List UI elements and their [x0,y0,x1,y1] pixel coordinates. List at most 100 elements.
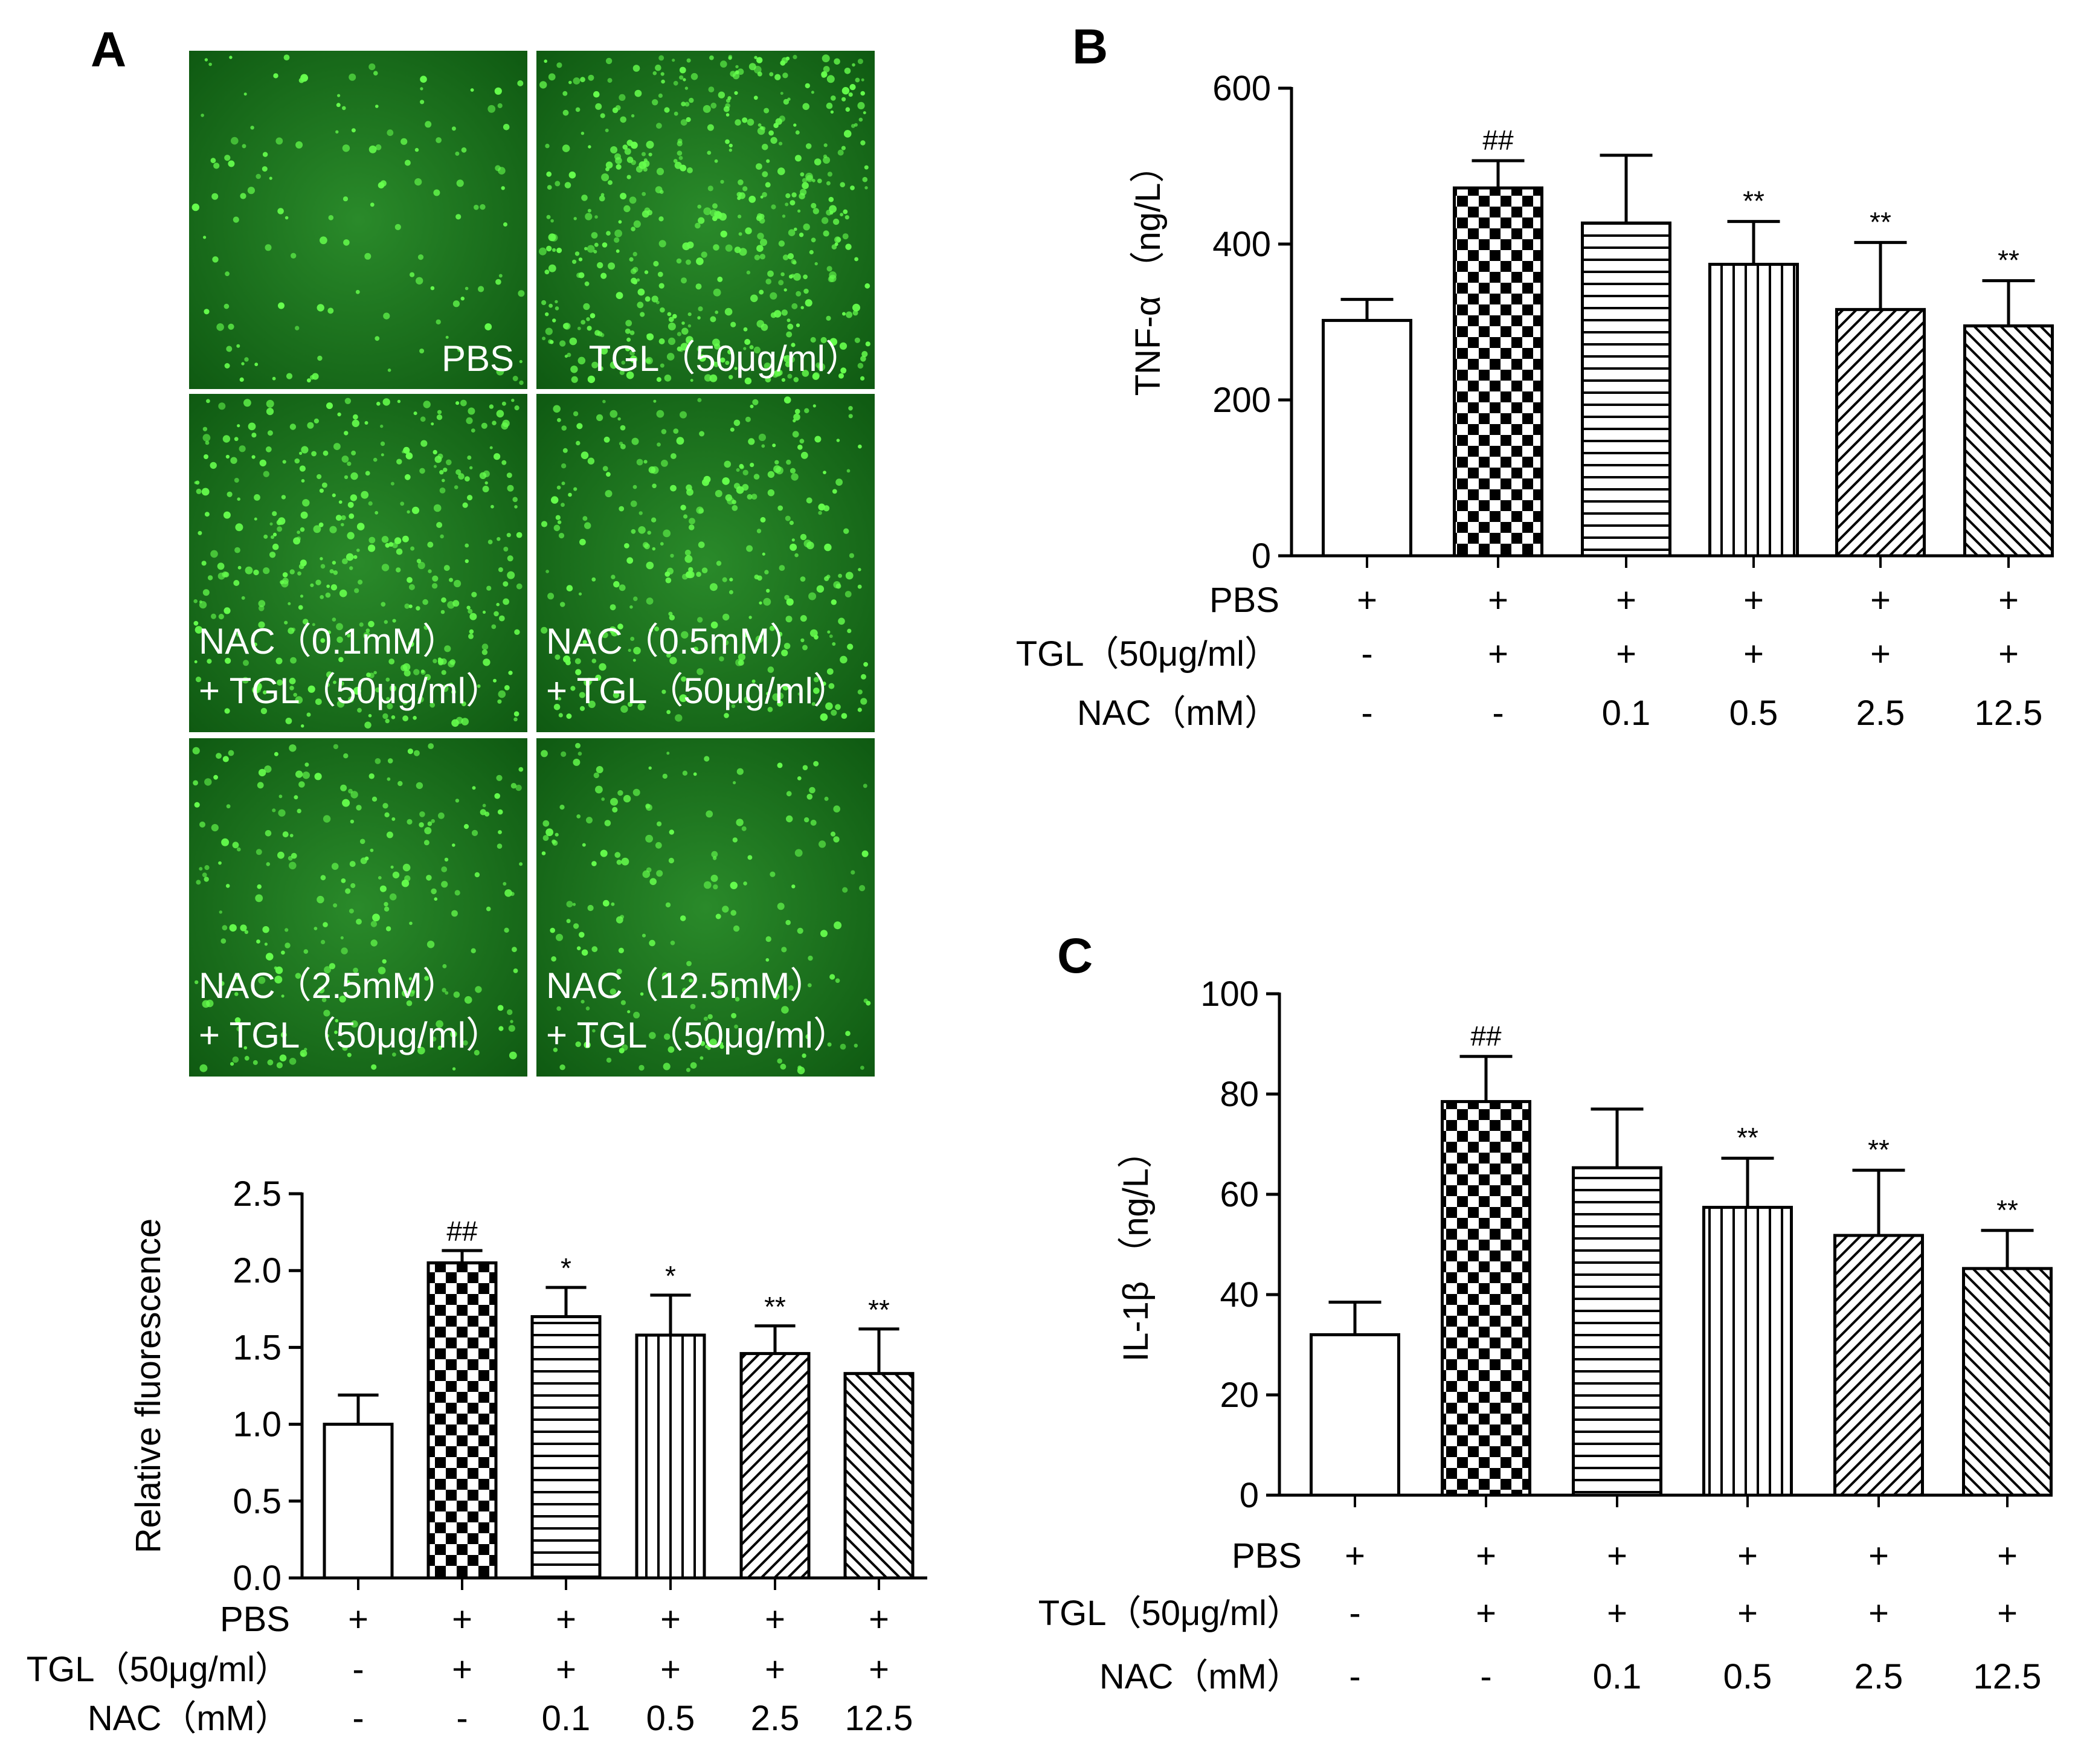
condition-cell: + [1476,1594,1496,1633]
fluorescent-cells [191,54,525,385]
fluorescent-cells [193,398,523,729]
micrograph-label: NAC（0.5mM） [546,621,806,662]
chart-a-relative-fluorescence: 0.0 0.5 1.0 1.5 2.0 2.5 Relative fluorescence #… [27,1174,927,1738]
y-tick-label: 60 [1220,1175,1259,1214]
condition-cell: + [660,1600,681,1639]
condition-cell: + [765,1650,785,1689]
condition-cell: + [1607,1536,1627,1576]
micrograph-label: PBS [442,338,514,379]
condition-cell: + [660,1650,681,1689]
micrograph-background [189,738,527,1077]
condition-cell: + [1997,1594,2018,1633]
condition-cell: + [1488,581,1508,620]
condition-cell: + [1998,581,2019,620]
condition-cell: 0.1 [1593,1657,1642,1696]
micrograph-4: NAC（0.5mM） + TGL（50μg/ml） [536,394,875,732]
condition-cell: - [1361,694,1372,733]
y-axis-title: Relative fluorescence [129,1218,168,1554]
panel-label-a: A [91,22,126,77]
condition-cell: - [456,1699,468,1738]
bar-3 [530,1315,602,1580]
condition-cell: + [1488,634,1508,674]
y-tick-label: 40 [1220,1275,1259,1315]
condition-cell: + [1616,634,1636,674]
micrograph-label: + TGL（50μg/ml） [546,671,849,711]
fluorescent-cells [192,743,524,1072]
condition-cell: + [1616,581,1636,620]
condition-cell: + [869,1600,889,1639]
significance-marker: ** [1737,1122,1758,1153]
condition-cell: + [1476,1536,1496,1576]
bar-1 [1310,1333,1400,1497]
condition-cell: - [352,1699,364,1738]
condition-cell: 12.5 [1975,694,2043,733]
condition-cell: + [1997,1536,2018,1576]
significance-marker: ## [1470,1020,1502,1052]
y-tick-label: 1.5 [233,1328,281,1367]
y-tick-label: 200 [1212,381,1271,420]
fluorescent-cells [539,54,870,385]
micrograph-2: TGL（50μg/ml） [536,51,875,389]
bar-6 [843,1372,915,1580]
condition-row-label: NAC（mM） [1099,1657,1302,1696]
y-tick-label: 0 [1240,1476,1259,1515]
significance-marker: ** [1998,245,2019,276]
condition-cell: - [352,1650,364,1689]
micrograph-background [536,394,875,732]
condition-cell: - [1349,1594,1360,1633]
bar-5 [1835,307,1926,558]
bar-3 [1581,221,1671,558]
condition-cell: + [869,1650,889,1689]
condition-cell: + [1998,634,2019,674]
condition-cell: 12.5 [1973,1657,2042,1696]
fluorescent-cells [541,742,871,1075]
micrograph-grid: PBS TGL（50μg/ml）NAC（0.1mM）+ TGL（50μg/ml）N… [189,51,875,1077]
y-axis-title: IL-1β （ng/L） [1116,1133,1156,1362]
condition-cell: 12.5 [845,1699,913,1738]
condition-cell: - [1480,1657,1491,1696]
condition-cell: + [1607,1594,1627,1633]
condition-row-label: NAC（mM） [88,1699,290,1738]
panel-label-b: B [1072,19,1108,74]
y-tick-label: 600 [1212,69,1271,108]
significance-marker: ** [1743,185,1764,217]
y-tick-label: 0.0 [233,1559,281,1598]
condition-cell: 0.5 [1723,1657,1772,1696]
y-tick-label: 0 [1252,536,1271,576]
bar-5 [739,1352,811,1580]
bar-5 [1833,1234,1924,1497]
condition-cell: + [1743,634,1764,674]
significance-marker: * [561,1252,571,1284]
condition-row-label: PBS [220,1600,290,1639]
bar-4 [1708,263,1799,558]
significance-marker: ** [764,1291,786,1322]
condition-cell: 2.5 [1856,694,1905,733]
micrograph-6: NAC（12.5mM） + TGL（50μg/ml） [536,738,875,1077]
bar-6 [1963,324,2054,558]
fluorescent-cells [541,396,868,722]
significance-marker: ** [868,1294,890,1325]
bar-2 [1453,186,1543,558]
condition-cell: 2.5 [751,1699,800,1738]
micrograph-background [189,51,527,389]
condition-cell: + [348,1600,368,1639]
significance-marker: ## [1482,124,1514,156]
condition-row-label: TGL（50μg/ml） [1038,1594,1302,1633]
micrograph-label: NAC（2.5mM） [199,965,458,1006]
bar-2 [426,1261,498,1580]
y-tick-label: 2.5 [233,1174,281,1214]
significance-marker: ** [1996,1194,2018,1226]
condition-cell: 2.5 [1854,1657,1903,1696]
chart-b-tnf-alpha: 0 200 400 600 TNF-α （ng/L） ## ** ** ** PBS + + + + + + T… [1016,69,2054,733]
condition-cell: - [1492,694,1504,733]
condition-cell: 0.5 [1729,694,1778,733]
bar-1 [323,1423,394,1580]
micrograph-5: NAC（2.5mM） + TGL（50μg/ml） [189,738,527,1077]
condition-row-label: TGL（50μg/ml） [27,1650,290,1689]
condition-cell: 0.1 [1602,694,1651,733]
bar-2 [1441,1099,1531,1497]
y-tick-label: 1.0 [233,1405,281,1444]
micrograph-label: NAC（12.5mM） [546,965,826,1006]
condition-cell: + [765,1600,785,1639]
condition-row-label: NAC（mM） [1077,694,1279,733]
